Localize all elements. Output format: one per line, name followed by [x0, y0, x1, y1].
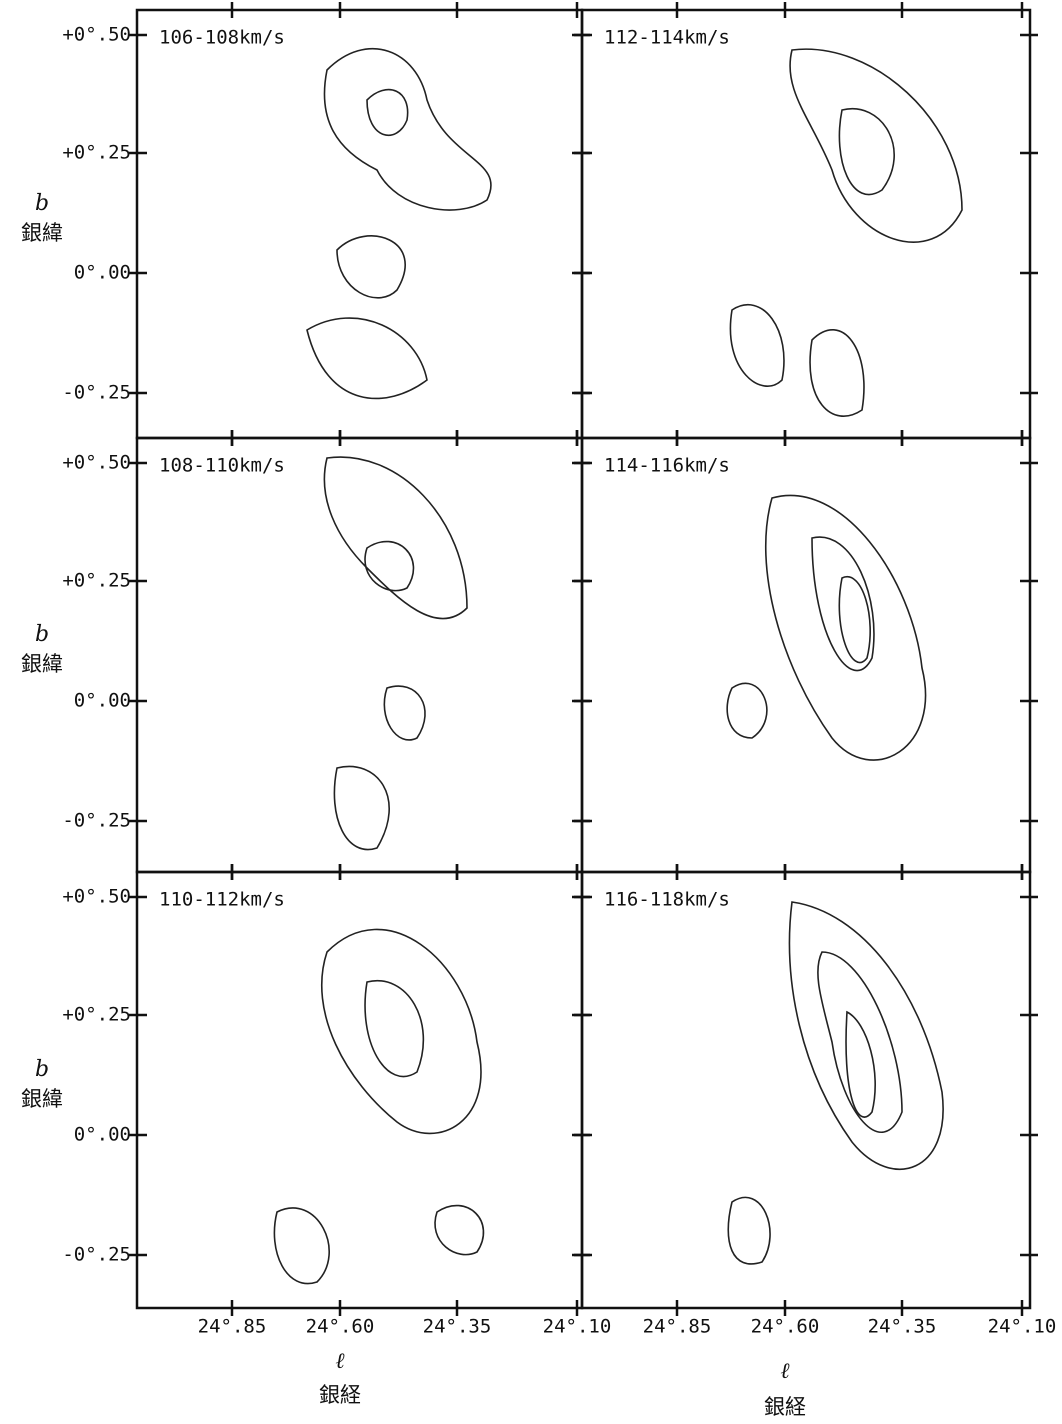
contour: [788, 901, 944, 1170]
y-axis-name: 銀緯: [21, 1087, 63, 1111]
contours: [306, 47, 492, 400]
contours: [726, 494, 927, 761]
contour: [809, 329, 865, 417]
x-tick-label: 24°.85: [198, 1316, 267, 1338]
contour: [273, 1207, 330, 1285]
contour: [306, 317, 428, 400]
panel-frame: [135, 436, 584, 874]
y-tick-label: 0°.00: [74, 690, 131, 712]
x-axis-symbol: ℓ: [335, 1349, 345, 1374]
y-tick-label: -0°.25: [62, 1244, 131, 1266]
panel-label: 116-118km/s: [604, 889, 730, 911]
contour: [729, 303, 785, 387]
contour: [323, 47, 492, 211]
x-tick-label: 24°.35: [423, 1316, 492, 1338]
contours: [273, 928, 485, 1285]
panel-frame: [580, 8, 1032, 440]
panel-label: 106-108km/s: [159, 27, 285, 49]
contour: [838, 575, 871, 664]
panel-frame: [135, 8, 584, 440]
x-axis-name: 銀経: [319, 1383, 361, 1407]
panel-label: 108-110km/s: [159, 455, 285, 477]
x-axis-name: 銀経: [764, 1395, 806, 1419]
contour: [811, 536, 875, 672]
contour: [845, 1010, 876, 1118]
contour: [727, 1196, 771, 1265]
x-tick-label: 24°.10: [543, 1316, 612, 1338]
panel-label: 112-114km/s: [604, 27, 730, 49]
contour: [434, 1204, 485, 1256]
panel: 114-116km/s: [574, 430, 1038, 880]
contour: [789, 48, 963, 243]
panel: 110-112km/s: [129, 864, 590, 1316]
contour: [336, 235, 406, 299]
x-tick-label: 24°.60: [306, 1316, 375, 1338]
y-axis-name: 銀緯: [21, 652, 63, 676]
x-axis-symbol: ℓ: [780, 1359, 790, 1384]
panel: 108-110km/s: [129, 430, 590, 880]
y-axis-symbol: b: [35, 191, 49, 216]
contours: [729, 48, 963, 417]
y-tick-label: 0°.00: [74, 1124, 131, 1146]
contour: [726, 682, 768, 739]
y-tick-label: +0°.25: [62, 1004, 131, 1026]
y-tick-label: +0°.25: [62, 570, 131, 592]
x-tick-label: 24°.85: [643, 1316, 712, 1338]
contour: [323, 456, 468, 620]
contour: [764, 494, 927, 761]
y-tick-label: -0°.25: [62, 810, 131, 832]
panel-label: 110-112km/s: [159, 889, 285, 911]
panel: 112-114km/s: [574, 2, 1038, 446]
y-tick-label: 0°.00: [74, 262, 131, 284]
y-axis-symbol: b: [35, 622, 49, 647]
contour: [366, 88, 409, 137]
panel-frame: [580, 436, 1032, 874]
y-tick-label: -0°.25: [62, 382, 131, 404]
panel: 116-118km/s: [574, 864, 1038, 1316]
panel-label: 114-116km/s: [604, 455, 730, 477]
contour: [817, 951, 903, 1134]
panel-frame: [580, 870, 1032, 1310]
panel-frame: [135, 870, 584, 1310]
x-tick-label: 24°.60: [751, 1316, 820, 1338]
contours: [727, 901, 944, 1265]
contour: [364, 979, 425, 1078]
contour: [364, 540, 415, 592]
x-tick-label: 24°.35: [868, 1316, 937, 1338]
contours: [323, 456, 468, 851]
y-axis-name: 銀緯: [21, 221, 63, 245]
panel: 106-108km/s: [129, 2, 590, 446]
y-tick-label: +0°.50: [62, 886, 131, 908]
x-tick-label: 24°.10: [988, 1316, 1057, 1338]
y-tick-label: +0°.25: [62, 142, 131, 164]
y-tick-label: +0°.50: [62, 452, 131, 474]
contour: [321, 928, 482, 1135]
contour: [838, 107, 895, 196]
contour: [383, 685, 426, 741]
y-axis-symbol: b: [35, 1057, 49, 1082]
y-tick-label: +0°.50: [62, 24, 131, 46]
contour: [333, 765, 390, 851]
